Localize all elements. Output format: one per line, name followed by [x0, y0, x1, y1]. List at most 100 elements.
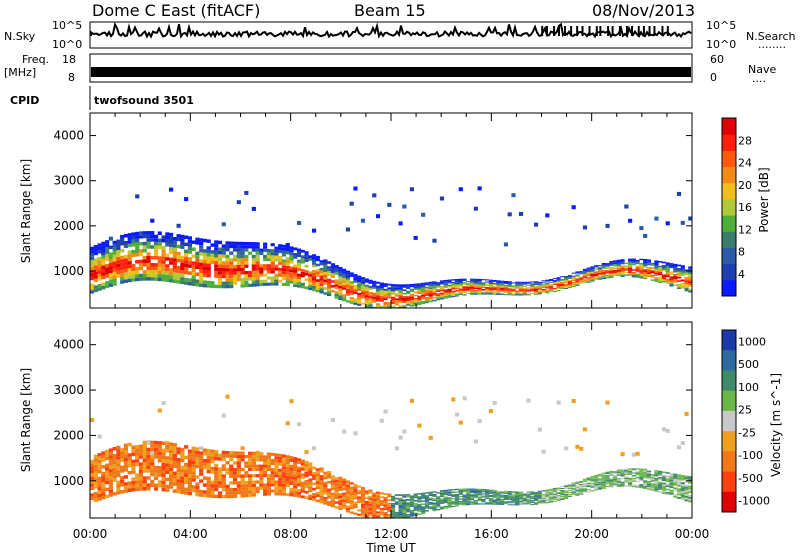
heatmap-cell: [654, 274, 659, 276]
heatmap-cell: [590, 482, 595, 484]
heatmap-cell: [556, 489, 561, 491]
heatmap-cell: [342, 478, 347, 481]
heatmap-cell: [323, 502, 328, 505]
heatmap-cell: [153, 252, 159, 257]
heatmap-cell: [496, 498, 501, 500]
heatmap-cell: [372, 298, 377, 301]
heatmap-cell: [379, 507, 384, 510]
heatmap-cell: [684, 411, 689, 416]
heatmap-cell: [232, 491, 238, 495]
heatmap-cell: [195, 475, 200, 479]
heatmap-cell: [327, 488, 332, 492]
heatmap-cell: [518, 494, 524, 496]
heatmap-cell: [454, 292, 460, 295]
heatmap-cell: [289, 252, 294, 256]
heatmap-cell: [319, 267, 324, 271]
heatmap-cell: [620, 471, 625, 473]
heatmap-cell: [357, 286, 362, 289]
heatmap-cell: [338, 269, 343, 272]
heatmap-cell: [116, 449, 121, 453]
heatmap-cell: [375, 289, 381, 292]
heatmap-cell: [101, 489, 106, 493]
heatmap-cell: [97, 493, 102, 498]
heatmap-cell: [342, 280, 347, 283]
heatmap-cell: [609, 480, 614, 482]
heatmap-cell: [582, 269, 588, 271]
heatmap-cell: [206, 483, 211, 488]
heatmap-cell: [394, 294, 399, 297]
heatmap-cell: [105, 470, 110, 474]
heatmap-cell: [454, 495, 460, 497]
heatmap-cell: [195, 265, 200, 270]
heatmap-cell: [116, 466, 121, 471]
heatmap-cell: [439, 491, 445, 493]
heatmap-cell: [582, 279, 588, 281]
heatmap-cell: [304, 449, 309, 454]
heatmap-cell: [195, 447, 200, 451]
heatmap-cell: [654, 269, 659, 272]
heatmap-cell: [379, 511, 384, 514]
heatmap-cell: [383, 283, 388, 286]
heatmap-cell: [545, 493, 550, 495]
heatmap-cell: [97, 470, 102, 474]
heatmap-cell: [673, 277, 678, 280]
heatmap-cell: [330, 475, 335, 478]
heatmap-cell: [244, 464, 249, 468]
heatmap-cell: [285, 283, 290, 287]
heatmap-cell: [590, 476, 595, 478]
colorbar-swatch: [722, 182, 736, 200]
heatmap-cell: [142, 277, 147, 281]
heatmap-cell: [515, 290, 520, 292]
heatmap-cell: [266, 258, 271, 262]
heatmap-cell: [236, 458, 241, 462]
heatmap-cell: [579, 485, 584, 487]
heatmap-cell: [518, 495, 524, 497]
heatmap-cell: [447, 492, 452, 494]
heatmap-cell: [127, 243, 132, 248]
heatmap-cell: [537, 500, 542, 502]
heatmap-cell: [281, 483, 287, 487]
heatmap-cell: [90, 256, 95, 261]
heatmap-cell: [409, 501, 414, 504]
heatmap-cell: [406, 290, 411, 293]
heatmap-cell: [466, 280, 471, 283]
heatmap-cell: [176, 472, 181, 476]
heatmap-cell: [597, 487, 603, 489]
heatmap-cell: [116, 484, 121, 488]
heatmap-cell: [545, 489, 550, 491]
heatmap-cell: [454, 488, 460, 491]
heatmap-cell: [552, 487, 557, 489]
heatmap-cell: [556, 496, 561, 498]
heatmap-cell: [545, 496, 550, 498]
heatmap-cell: [552, 496, 557, 498]
heatmap-cell: [511, 500, 516, 502]
heatmap-cell: [575, 281, 580, 283]
heatmap-cell: [135, 270, 140, 275]
heatmap-cell: [654, 470, 659, 472]
heatmap-cell: [661, 482, 667, 485]
heatmap-cell: [556, 282, 561, 284]
heatmap-cell: [684, 289, 689, 292]
heatmap-cell: [496, 499, 501, 501]
heatmap-cell: [327, 493, 332, 496]
heatmap-cell: [594, 268, 599, 270]
heatmap-cell: [582, 276, 588, 278]
heatmap-cell: [353, 291, 358, 294]
heatmap-cell: [364, 295, 369, 298]
heatmap-cell: [500, 498, 505, 500]
heatmap-cell: [676, 490, 682, 492]
heatmap-cell: [101, 451, 106, 455]
heatmap-cell: [402, 301, 407, 303]
heatmap-cell: [214, 470, 219, 475]
heatmap-cell: [545, 498, 550, 500]
heatmap-cell: [560, 498, 565, 500]
heatmap-cell: [590, 478, 595, 480]
heatmap-cell: [263, 267, 268, 271]
heatmap-cell: [673, 487, 678, 490]
heatmap-cell: [586, 275, 591, 277]
heatmap-cell: [443, 507, 448, 509]
heatmap-cell: [187, 278, 192, 282]
heatmap-cell: [338, 483, 343, 487]
heatmap-cell: [402, 509, 407, 512]
heatmap-cell: [628, 273, 633, 275]
